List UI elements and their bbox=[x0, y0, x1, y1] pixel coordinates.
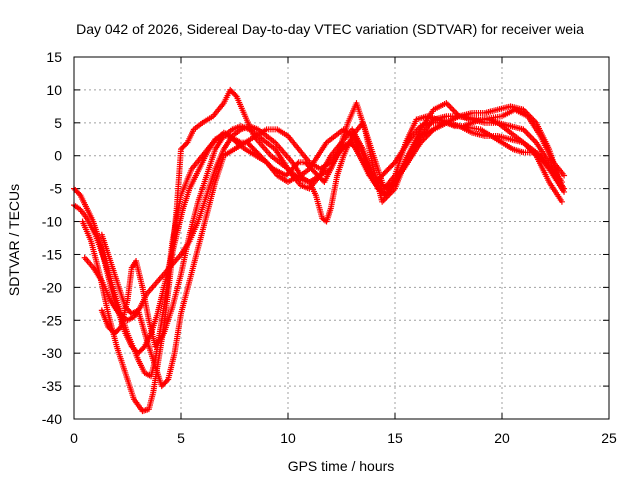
y-tick-label--30: -30 bbox=[42, 345, 62, 361]
series-5-marker bbox=[352, 144, 359, 151]
series-5 bbox=[71, 116, 568, 357]
y-tick-label-5: 5 bbox=[54, 115, 62, 131]
series-1-marker bbox=[561, 172, 568, 179]
plot-frame bbox=[73, 56, 610, 420]
series-5-marker bbox=[140, 344, 147, 351]
series-5-marker bbox=[294, 160, 301, 167]
series-4-marker bbox=[116, 325, 123, 332]
y-tick-label--15: -15 bbox=[42, 246, 62, 262]
x-tick-label-15: 15 bbox=[387, 430, 403, 446]
y-tick-label-0: 0 bbox=[54, 148, 62, 164]
y-tick-label--35: -35 bbox=[42, 378, 62, 394]
x-tick-label-20: 20 bbox=[494, 430, 510, 446]
y-tick-label--5: -5 bbox=[50, 181, 63, 197]
y-axis-label: SDTVAR / TECUs bbox=[6, 184, 22, 296]
x-axis-label: GPS time / hours bbox=[288, 458, 395, 474]
x-tick-label-10: 10 bbox=[280, 430, 296, 446]
series-5-marker bbox=[561, 188, 568, 195]
chart-title: Day 042 of 2026, Sidereal Day-to-day VTE… bbox=[76, 21, 584, 37]
series-2-marker bbox=[558, 198, 565, 205]
y-tick-label-10: 10 bbox=[46, 82, 62, 98]
series-4 bbox=[98, 103, 565, 350]
y-tick-label--10: -10 bbox=[42, 214, 62, 230]
series-5-marker bbox=[76, 190, 83, 197]
series-1-marker bbox=[183, 140, 190, 147]
series-1-marker bbox=[232, 92, 239, 99]
grid-layer bbox=[74, 57, 609, 419]
y-tick-label--40: -40 bbox=[42, 411, 62, 427]
data-layer bbox=[71, 86, 568, 415]
series-2-marker bbox=[163, 377, 170, 384]
x-tick-label-0: 0 bbox=[70, 430, 78, 446]
y-tick-label-15: 15 bbox=[46, 49, 62, 65]
x-tick-label-5: 5 bbox=[177, 430, 185, 446]
y-tick-label--25: -25 bbox=[42, 312, 62, 328]
x-tick-label-25: 25 bbox=[601, 430, 617, 446]
y-tick-label--20: -20 bbox=[42, 279, 62, 295]
ticks-layer: 0 5 10 15 20 25 -40 -35 -30 -25 -20 -15 -10 -5 0 5 10 15 bbox=[42, 49, 617, 446]
